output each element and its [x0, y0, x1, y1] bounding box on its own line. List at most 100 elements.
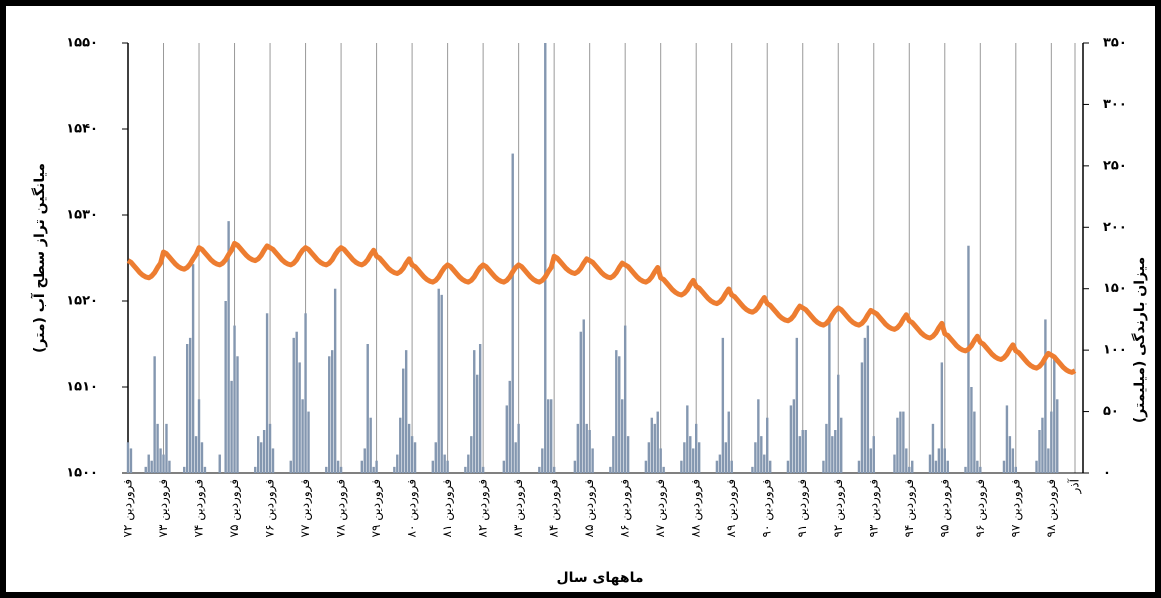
bar — [197, 399, 201, 473]
x-tick-label: فروردین ۸۷ — [653, 479, 668, 537]
bar — [200, 442, 204, 473]
bar — [508, 380, 511, 473]
bar — [626, 436, 630, 473]
bar — [194, 436, 198, 473]
bar — [514, 442, 517, 473]
bar — [905, 448, 908, 473]
bar — [715, 460, 719, 473]
bar — [218, 454, 221, 473]
bar — [473, 350, 476, 473]
bar — [188, 337, 192, 473]
bar — [552, 466, 556, 473]
bar — [857, 460, 861, 473]
bar — [1008, 436, 1012, 473]
bar — [464, 466, 467, 473]
bar — [434, 442, 437, 473]
y2-tick-label: ۰ — [1103, 466, 1111, 481]
bar — [893, 454, 896, 473]
bar — [481, 466, 485, 473]
bar — [185, 344, 189, 473]
bar — [233, 325, 236, 473]
bar — [538, 466, 541, 473]
bar — [650, 417, 654, 473]
bar — [162, 454, 165, 473]
bar — [831, 436, 834, 473]
bar — [727, 411, 730, 473]
y-tick-label: ۱۵۰۰ — [66, 466, 98, 481]
bar — [899, 411, 902, 473]
x-tick-label: فروردین ۷۵ — [227, 479, 242, 537]
bar — [1035, 460, 1038, 473]
bar — [547, 399, 550, 473]
bar — [837, 374, 840, 473]
bar — [585, 423, 588, 473]
bar — [254, 466, 257, 473]
x-tick-label: فروردین ۷۹ — [369, 479, 384, 537]
bar — [470, 436, 473, 473]
bar — [404, 350, 408, 473]
y2-axis-title: میزان بارندگی (میلیمتر) — [1131, 257, 1148, 423]
bar — [307, 411, 310, 473]
bar — [786, 460, 790, 473]
x-tick-label: فروردین ۷۴ — [192, 479, 207, 537]
bar — [766, 417, 769, 473]
bar — [576, 423, 580, 473]
x-tick-label: فروردین ۹۲ — [831, 479, 846, 537]
bar — [872, 436, 875, 473]
bar — [333, 288, 337, 473]
bar — [644, 460, 648, 473]
bar — [860, 362, 864, 473]
bar — [869, 448, 873, 473]
bar — [467, 454, 470, 473]
bar — [544, 43, 547, 473]
bar — [1050, 411, 1053, 473]
bar — [757, 399, 760, 473]
bar — [375, 460, 378, 473]
bar — [686, 405, 689, 473]
bar — [804, 430, 807, 473]
bar — [760, 436, 763, 473]
x-tick-label: فروردین ۹۵ — [937, 479, 952, 537]
bar — [656, 411, 659, 473]
bar — [976, 460, 979, 473]
bar — [834, 430, 837, 473]
y2-tick-label: ۱۵۰ — [1103, 281, 1127, 296]
bar — [937, 448, 941, 473]
x-tick-label: فروردین ۸۲ — [476, 479, 491, 537]
x-tick-label: فروردین ۸۰ — [405, 479, 420, 537]
x-tick-label: فروردین ۹۷ — [1008, 479, 1023, 537]
bar — [156, 423, 159, 473]
bar — [615, 350, 618, 473]
y-axis-title: میانگین تراز سطح آب (متر) — [30, 163, 48, 353]
bar — [928, 454, 932, 473]
bar — [431, 460, 435, 473]
bar — [396, 454, 399, 473]
bar — [437, 288, 440, 473]
bar — [413, 442, 417, 473]
bar — [1056, 399, 1059, 473]
bar — [591, 448, 594, 473]
bar — [1041, 417, 1044, 473]
bar — [1047, 448, 1050, 473]
y2-tick-label: ۵۰ — [1103, 404, 1119, 419]
bar — [1002, 460, 1006, 473]
bar — [402, 368, 405, 473]
bar — [183, 466, 186, 473]
line — [126, 240, 1077, 375]
bar — [828, 319, 831, 473]
bar — [517, 423, 520, 473]
bar — [443, 454, 446, 473]
bar — [446, 460, 449, 473]
bar — [931, 423, 935, 473]
bar — [144, 466, 147, 473]
bar — [328, 356, 331, 473]
x-tick-label: فروردین ۸۴ — [547, 479, 562, 537]
bar — [165, 423, 168, 473]
bar — [271, 448, 275, 473]
bar — [623, 325, 627, 473]
y-tick-label: ۱۵۴۰ — [66, 122, 98, 137]
y2-tick-label: ۳۰۰ — [1103, 97, 1127, 112]
bar — [934, 460, 938, 473]
